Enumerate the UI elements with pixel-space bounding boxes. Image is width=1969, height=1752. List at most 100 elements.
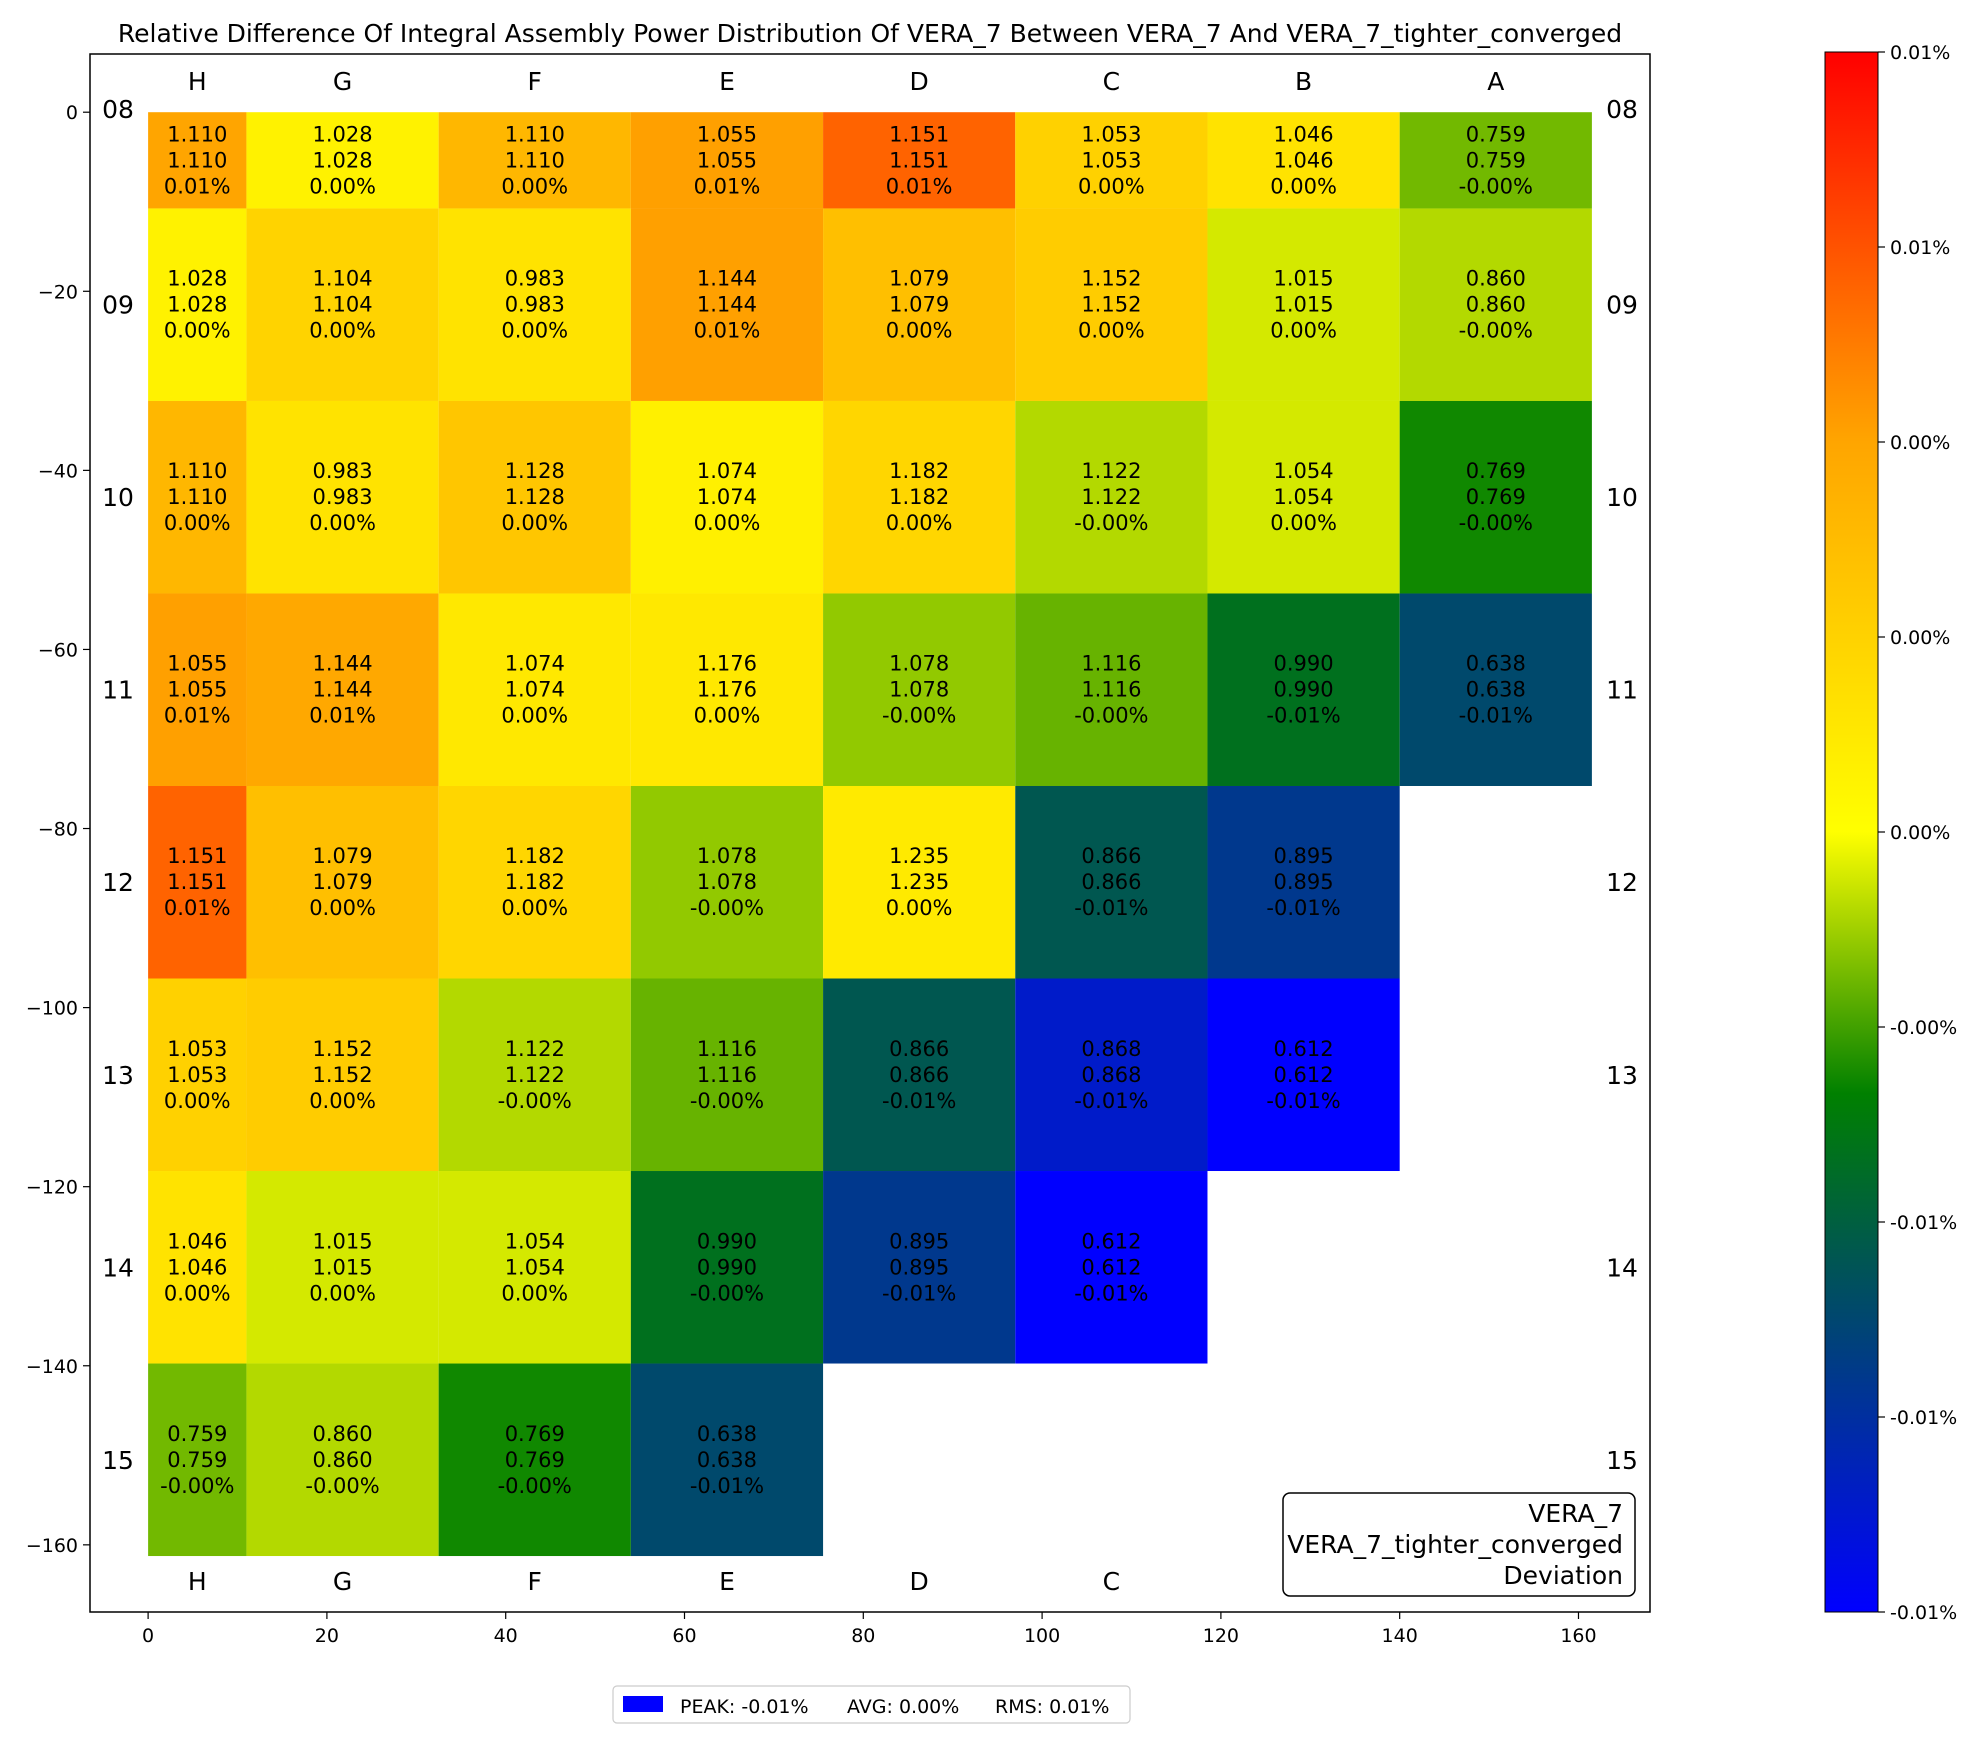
- cell-deviation: -0.01%: [1459, 704, 1533, 728]
- cell-deviation: 0.00%: [501, 319, 568, 343]
- cell-deviation: 0.00%: [886, 896, 953, 920]
- cell-deviation: -0.01%: [1074, 1089, 1148, 1113]
- cell-value-reference: 1.028: [312, 122, 372, 146]
- cell-deviation: -0.00%: [498, 1474, 572, 1498]
- cell-value-comparison: 0.860: [312, 1448, 372, 1472]
- cell-color-block: [246, 208, 439, 401]
- cell-value-reference: 1.144: [697, 267, 757, 291]
- cell-value-comparison: 1.055: [697, 148, 757, 172]
- cell-value-comparison: 1.053: [1081, 148, 1141, 172]
- row-label-left: 11: [102, 676, 134, 705]
- row-label-right: 13: [1606, 1061, 1638, 1090]
- column-label-bottom: H: [188, 1567, 207, 1596]
- cell-color-block: [630, 208, 824, 401]
- cell-value-comparison: 1.235: [889, 870, 949, 894]
- cell-value-reference: 0.612: [1081, 1229, 1141, 1253]
- cell-deviation: 0.00%: [1078, 174, 1145, 198]
- cell-value-reference: 1.028: [167, 267, 227, 291]
- cell-value-reference: 0.990: [1274, 652, 1334, 676]
- cell-deviation: 0.00%: [164, 319, 231, 343]
- cell-value-comparison: 1.110: [505, 148, 565, 172]
- cell-value-reference: 1.055: [167, 652, 227, 676]
- cell-deviation: 0.00%: [694, 704, 761, 728]
- cell-deviation: 0.01%: [694, 174, 761, 198]
- column-label-bottom: D: [910, 1567, 929, 1596]
- column-label-top: D: [910, 67, 929, 96]
- cell-deviation: 0.00%: [501, 896, 568, 920]
- cell-value-reference: 1.079: [889, 267, 949, 291]
- cell-value-comparison: 1.104: [312, 293, 372, 317]
- cell-color-block: [823, 112, 1016, 209]
- cell-color-block: [246, 978, 439, 1172]
- cell-color-block: [1015, 1171, 1208, 1364]
- x-tick-label: 60: [672, 1625, 696, 1647]
- colorbar-tick-label: -0.01%: [1890, 1212, 1957, 1234]
- cell-color-block: [148, 208, 247, 401]
- y-tick-label: −100: [26, 998, 78, 1020]
- cell-deviation: -0.00%: [690, 1281, 764, 1305]
- cell-value-reference: 1.053: [167, 1037, 227, 1061]
- cell-value-reference: 0.868: [1081, 1037, 1141, 1061]
- cell-color-block: [823, 978, 1016, 1172]
- cell-color-block: [438, 112, 631, 209]
- x-tick-label: 160: [1560, 1625, 1596, 1647]
- column-label-top: G: [333, 67, 352, 96]
- cell-value-comparison: 0.860: [1466, 293, 1526, 317]
- cell-deviation: 0.01%: [694, 319, 761, 343]
- row-label-left: 10: [102, 483, 134, 512]
- cell-value-reference: 1.053: [1081, 122, 1141, 146]
- cell-value-reference: 1.152: [1081, 267, 1141, 291]
- cell-value-reference: 1.182: [505, 844, 565, 868]
- cell-deviation: -0.01%: [1266, 1089, 1340, 1113]
- y-tick-label: −60: [38, 639, 78, 661]
- cell-color-block: [438, 785, 631, 979]
- cell-deviation: -0.01%: [690, 1474, 764, 1498]
- cell-deviation: -0.00%: [1459, 319, 1533, 343]
- row-label-left: 09: [102, 291, 134, 320]
- cell-value-reference: 1.151: [889, 122, 949, 146]
- x-tick-label: 40: [494, 1625, 518, 1647]
- column-label-bottom: C: [1103, 1567, 1120, 1596]
- cell-color-block: [1207, 785, 1400, 979]
- cell-value-reference: 1.152: [312, 1037, 372, 1061]
- cell-color-block: [438, 978, 631, 1172]
- cell-value-comparison: 1.122: [505, 1063, 565, 1087]
- cell-value-comparison: 0.769: [505, 1448, 565, 1472]
- cell-value-comparison: 0.612: [1081, 1255, 1141, 1279]
- y-tick-label: −120: [26, 1177, 78, 1199]
- cell-deviation: -0.01%: [1074, 896, 1148, 920]
- cell-value-reference: 1.151: [167, 844, 227, 868]
- cell-color-block: [630, 112, 824, 209]
- cell-color-block: [1399, 208, 1592, 401]
- cell-deviation: -0.01%: [1074, 1281, 1148, 1305]
- cell-value-comparison: 0.983: [312, 485, 372, 509]
- cell-color-block: [1015, 112, 1208, 209]
- cell-deviation: 0.00%: [309, 174, 376, 198]
- y-tick-label: −160: [26, 1535, 78, 1557]
- cell-color-block: [246, 1171, 439, 1364]
- cell-value-reference: 0.983: [312, 459, 372, 483]
- summary-frame: [612, 1685, 1131, 1724]
- cell-deviation: -0.00%: [498, 1089, 572, 1113]
